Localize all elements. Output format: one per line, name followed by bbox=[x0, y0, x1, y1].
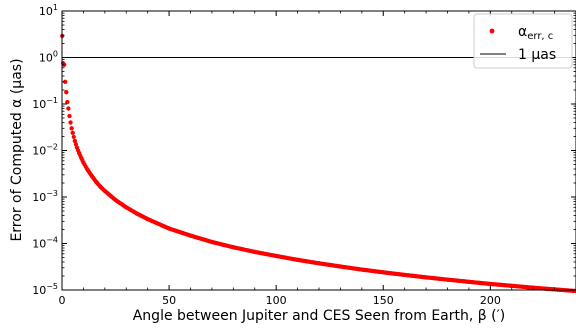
data-point bbox=[73, 142, 79, 147]
legend-label-alpha-main: α bbox=[518, 24, 527, 40]
data-point bbox=[71, 134, 76, 140]
y-tick-label-base: 10 bbox=[32, 98, 46, 111]
y-axis-title: Error of Computed α (μas) bbox=[9, 58, 25, 241]
y-tick-label: 100 bbox=[39, 50, 58, 65]
y-tick-label: 101 bbox=[39, 3, 58, 18]
y-tick-label-exponent: 1 bbox=[53, 3, 58, 12]
data-point bbox=[65, 99, 70, 105]
x-axis-title: Angle between Jupiter and CES Seen from … bbox=[133, 308, 506, 324]
y-tick-label-base: 10 bbox=[39, 52, 53, 65]
y-tick-label: 10−2 bbox=[32, 143, 58, 158]
x-tick-label: 100 bbox=[266, 294, 287, 307]
x-tick-label: 50 bbox=[162, 294, 176, 307]
data-point bbox=[72, 138, 77, 144]
y-tick-label-base: 10 bbox=[39, 5, 53, 18]
x-tick-label: 0 bbox=[59, 294, 66, 307]
y-tick-label-base: 10 bbox=[32, 145, 46, 158]
y-tick-label: 10−3 bbox=[32, 189, 58, 204]
legend-label-alpha: αerr, c bbox=[518, 24, 553, 42]
y-tick-label-exponent: −5 bbox=[46, 282, 58, 291]
x-tick-label: 150 bbox=[373, 294, 394, 307]
data-point bbox=[68, 120, 73, 125]
data-point bbox=[69, 126, 74, 131]
legend: αerr, c 1 μas bbox=[473, 13, 573, 69]
data-point bbox=[70, 130, 75, 135]
y-tick-label-exponent: −4 bbox=[46, 236, 58, 245]
y-tick-label-base: 10 bbox=[32, 238, 46, 251]
legend-marker-alpha bbox=[489, 28, 495, 34]
legend-label-1uas: 1 μas bbox=[518, 47, 556, 63]
data-point bbox=[67, 113, 72, 119]
y-tick-label-exponent: −1 bbox=[46, 96, 58, 105]
data-point bbox=[64, 90, 69, 95]
data-point bbox=[66, 106, 71, 111]
y-tick-label: 10−4 bbox=[32, 236, 58, 251]
y-tick-label-base: 10 bbox=[32, 191, 46, 204]
legend-label-alpha-sub: err, c bbox=[527, 31, 553, 42]
y-tick-label-base: 10 bbox=[32, 284, 46, 297]
data-point bbox=[63, 79, 68, 84]
y-tick-label-exponent: −3 bbox=[46, 189, 58, 198]
y-tick-label-exponent: −2 bbox=[46, 143, 58, 152]
y-tick-label-exponent: 0 bbox=[53, 50, 58, 59]
y-tick-label: 10−5 bbox=[32, 282, 58, 297]
x-tick-label: 200 bbox=[480, 294, 501, 307]
y-tick-label: 10−1 bbox=[32, 96, 58, 111]
